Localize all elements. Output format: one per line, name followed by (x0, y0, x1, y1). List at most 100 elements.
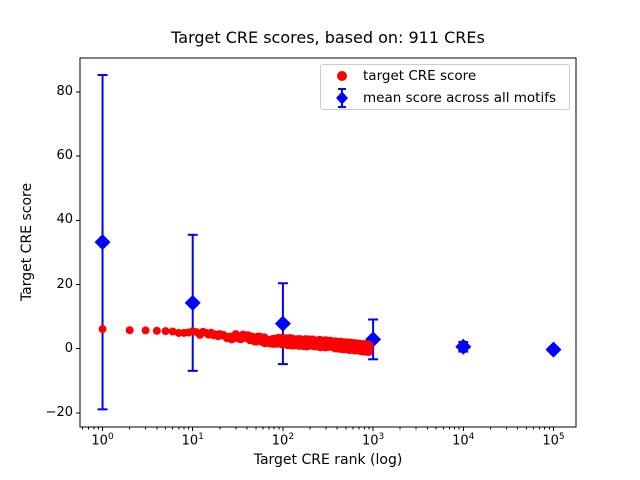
target-cre-dot (357, 345, 366, 354)
target-cre-dot (353, 342, 362, 351)
target-cre-dot (300, 338, 309, 347)
target-cre-dot (339, 340, 348, 349)
target-cre-dot (336, 339, 345, 348)
target-cre-dot (281, 336, 290, 345)
target-cre-dot (295, 341, 304, 350)
target-cre-dot (341, 343, 350, 352)
target-cre-dot (363, 341, 372, 350)
target-cre-dot (281, 338, 290, 347)
target-cre-dot (359, 342, 368, 351)
target-cre-dot (326, 337, 335, 346)
target-cre-dot (248, 335, 257, 344)
target-cre-dot (328, 341, 337, 350)
mean-score-diamond (365, 331, 382, 348)
target-cre-dot (361, 345, 370, 354)
target-cre-dot (321, 337, 330, 346)
target-cre-dot (352, 343, 361, 352)
target-cre-dot (327, 342, 336, 351)
legend: target CRE score mean score across all m… (320, 64, 570, 110)
target-cre-dot (346, 343, 355, 352)
target-cre-dot (320, 339, 329, 348)
target-cre-dot (352, 344, 361, 353)
target-cre-dot (263, 337, 272, 346)
target-cre-dot (363, 347, 372, 356)
target-cre-dot (249, 334, 258, 343)
target-cre-dot (355, 345, 364, 354)
target-cre-dot (345, 344, 354, 353)
target-cre-dot (258, 337, 267, 346)
target-cre-dot (327, 337, 336, 346)
target-cre-dot (357, 344, 366, 353)
target-cre-dot (336, 344, 345, 353)
target-cre-dot (334, 340, 343, 349)
target-cre-dot (364, 345, 373, 354)
target-cre-dot (359, 343, 368, 352)
target-cre-dot (320, 341, 329, 350)
target-cre-dot (313, 340, 322, 349)
target-cre-dot (361, 343, 370, 352)
target-cre-dot (350, 339, 359, 348)
target-cre-dot (345, 341, 354, 350)
target-cre-dot (226, 332, 235, 341)
target-cre-dot (358, 344, 367, 353)
target-cre-dot (361, 342, 370, 351)
target-cre-dot (311, 336, 320, 345)
target-cre-dot (317, 343, 326, 352)
target-cre-dot (335, 341, 344, 350)
target-cre-dot (345, 343, 354, 352)
target-cre-dot (362, 347, 371, 356)
target-cre-dot (360, 343, 369, 352)
target-cre-dot (343, 339, 352, 348)
target-cre-dot (336, 344, 345, 353)
target-cre-dot (358, 341, 367, 350)
target-cre-dot (350, 345, 359, 354)
target-cre-dot (351, 344, 360, 353)
target-cre-dot (305, 340, 314, 349)
target-cre-dot (331, 338, 340, 347)
target-cre-dot (303, 335, 312, 344)
target-cre-dot (363, 344, 372, 353)
target-cre-dot (327, 339, 336, 348)
target-cre-dot (255, 332, 264, 341)
target-cre-dot (340, 343, 349, 352)
target-cre-dot (280, 337, 289, 346)
target-cre-dot (340, 341, 349, 350)
target-cre-dot (347, 343, 356, 352)
target-cre-dot (270, 334, 279, 343)
target-cre-dot (337, 339, 346, 348)
target-cre-dot (361, 346, 370, 355)
target-cre-dot (313, 339, 322, 348)
target-cre-dot (357, 341, 366, 350)
target-cre-dot (334, 338, 343, 347)
target-cre-dot (327, 340, 336, 349)
target-cre-dot (326, 341, 335, 350)
target-cre-dot (324, 341, 333, 350)
target-cre-dot (270, 337, 279, 346)
target-cre-dot (343, 342, 352, 351)
target-cre-dot (300, 335, 309, 344)
target-cre-dot (359, 344, 368, 353)
target-cre-dot (341, 338, 350, 347)
target-cre-dot (350, 340, 359, 349)
target-cre-dot (343, 342, 352, 351)
target-cre-dot (319, 340, 328, 349)
target-cre-dot (277, 334, 286, 343)
target-cre-dot (207, 328, 216, 337)
target-cre-dot (330, 341, 339, 350)
target-cre-dot (330, 338, 339, 347)
target-cre-dot (346, 339, 355, 348)
target-cre-dot (229, 334, 238, 343)
target-cre-dot (351, 339, 360, 348)
target-cre-dot (342, 338, 351, 347)
target-cre-dot (361, 344, 370, 353)
target-cre-dot (356, 342, 365, 351)
target-cre-dot (251, 336, 260, 345)
target-cre-dot (352, 341, 361, 350)
target-cre-dot (304, 338, 313, 347)
target-cre-dot (323, 339, 332, 348)
target-cre-dot (352, 342, 361, 351)
target-cre-dot (283, 340, 292, 349)
target-cre-dot (301, 339, 310, 348)
target-cre-dot (357, 342, 366, 351)
target-cre-dot (355, 339, 364, 348)
